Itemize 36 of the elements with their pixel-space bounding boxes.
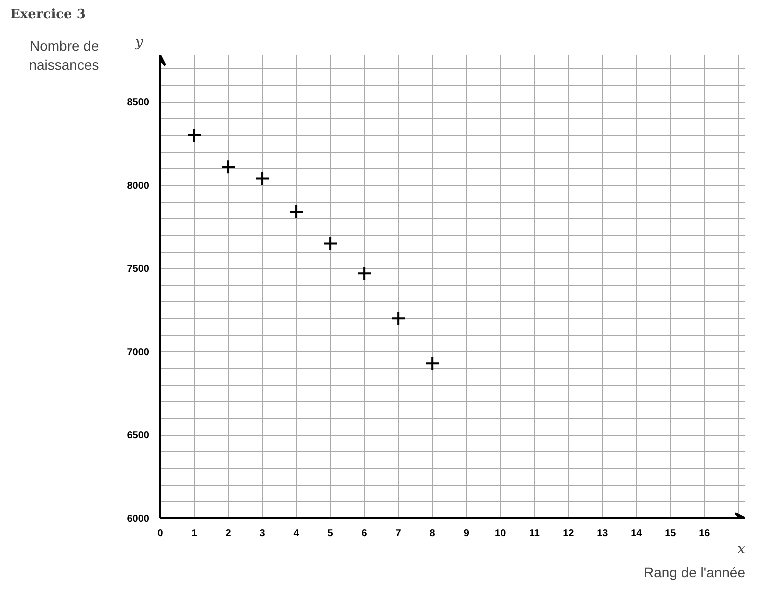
point xyxy=(357,266,372,282)
x-tick-label: 14 xyxy=(631,528,643,540)
y-tick-label: 8000 xyxy=(127,180,150,192)
point xyxy=(187,128,202,143)
x-tick-label: 2 xyxy=(226,528,232,540)
x-tick-label: 9 xyxy=(464,528,470,540)
x-tick-label: 7 xyxy=(396,528,402,540)
y-tick-label: 7500 xyxy=(127,264,150,276)
x-tick-label: 6 xyxy=(362,528,368,540)
point xyxy=(391,311,406,326)
x-tick-label: 11 xyxy=(529,528,540,540)
x-tick-label: 13 xyxy=(597,528,609,540)
text: y xyxy=(134,34,144,50)
y-tick-label: 6500 xyxy=(127,430,150,442)
y-axis-title: Nombre de naissances xyxy=(29,38,100,74)
point xyxy=(425,356,440,372)
x-tick-label: 3 xyxy=(260,528,266,540)
y-tick-label: 6000 xyxy=(127,514,150,525)
x-tick-label: 15 xyxy=(665,528,677,540)
text: x xyxy=(738,542,746,558)
x-tick-label: 0 xyxy=(158,528,164,540)
point xyxy=(289,204,304,220)
x-tick-label: 1 xyxy=(192,528,198,540)
x-axis-title: Rang de l'année xyxy=(644,564,746,580)
text: Exercice 3 xyxy=(10,8,86,22)
point xyxy=(221,160,236,175)
x-tick-label: 10 xyxy=(495,528,507,540)
y-tick-label: 7000 xyxy=(127,347,150,358)
x-tick-label: 16 xyxy=(699,528,711,540)
x-tick-label: 8 xyxy=(430,528,436,540)
point xyxy=(255,171,270,186)
x-tick-label: 4 xyxy=(294,528,300,540)
y-tick-label: 8500 xyxy=(127,98,150,109)
x-tick-label: 12 xyxy=(563,528,575,540)
x-tick-label: 5 xyxy=(328,528,334,540)
point xyxy=(323,236,338,252)
